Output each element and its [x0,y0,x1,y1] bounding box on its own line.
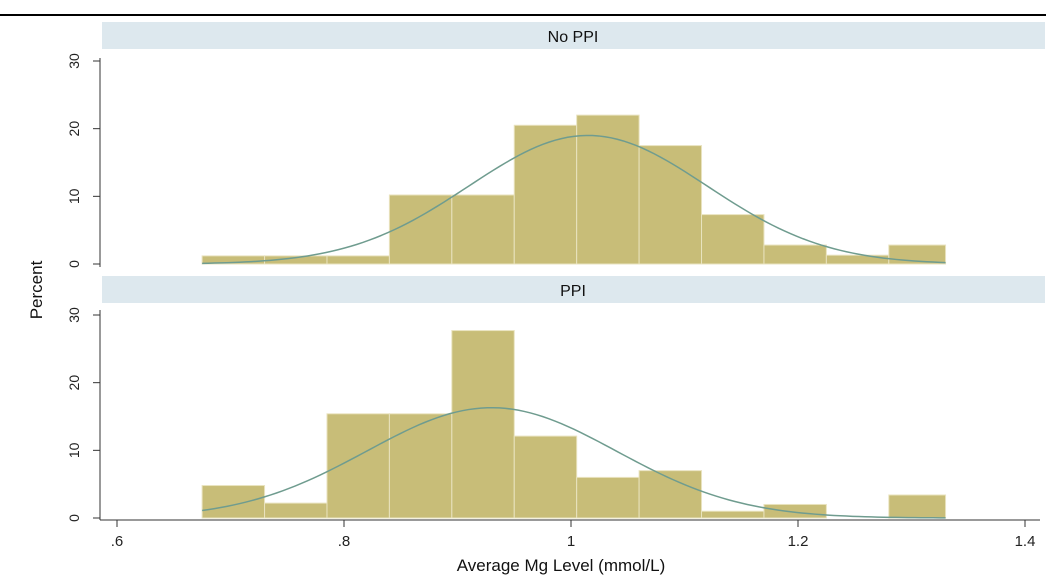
histogram-bar [201,485,266,519]
panel-ppi: PPI 0 10 20 30 [66,276,1045,522]
histogram-bar [763,503,827,519]
histogram-bar [513,124,578,265]
histogram-bar [451,330,515,519]
panel-title-no-ppi: No PPI [548,29,599,46]
histogram-bar [451,194,515,265]
histogram-bar [576,476,640,519]
histogram-bar [888,244,947,265]
histogram-bar [388,413,453,519]
y-tick-label: 0 [66,260,82,268]
panel-title-ppi: PPI [560,283,586,300]
y-tick-label: 10 [66,442,82,458]
normal-curve-ppi [202,406,946,519]
histogram-bar [701,510,765,519]
y-ticks-no-ppi: 0 10 20 30 [66,53,100,268]
bars-ppi [201,330,947,519]
y-tick-label: 20 [66,121,82,137]
x-axis-title: Average Mg Level (mmol/L) [457,556,666,575]
panel-no-ppi: No PPI 0 10 20 30 [66,22,1045,268]
y-tick-label: 10 [66,188,82,204]
y-ticks-ppi: 0 10 20 30 [66,307,100,522]
x-ticks: .6 .8 1 1.2 1.4 [111,520,1036,550]
x-tick-label: .6 [111,533,124,550]
histogram-bar [576,114,640,265]
histogram-bar [825,254,890,265]
histogram-bar [513,435,578,519]
x-tick-label: 1.4 [1015,533,1036,550]
bars-no-ppi [201,114,947,265]
histogram-bar [888,494,947,519]
y-tick-label: 20 [66,375,82,391]
panel-strip-no-ppi [102,22,1045,49]
y-tick-label: 0 [66,514,82,522]
histogram-bar [264,502,328,519]
x-tick-label: .8 [338,533,351,550]
histogram-bar [326,255,390,265]
y-tick-label: 30 [66,307,82,323]
histogram-bar [701,214,765,265]
histogram-bar [763,244,827,265]
x-tick-label: 1 [567,533,575,550]
y-axis-title: Percent [27,260,46,319]
histogram-bar [388,194,453,265]
panel-strip-ppi [102,276,1045,303]
histogram-bar [326,413,390,519]
x-tick-label: 1.2 [788,533,809,550]
y-tick-label: 30 [66,53,82,69]
histogram-bar [638,145,703,265]
normal-curve-no-ppi [202,134,946,265]
